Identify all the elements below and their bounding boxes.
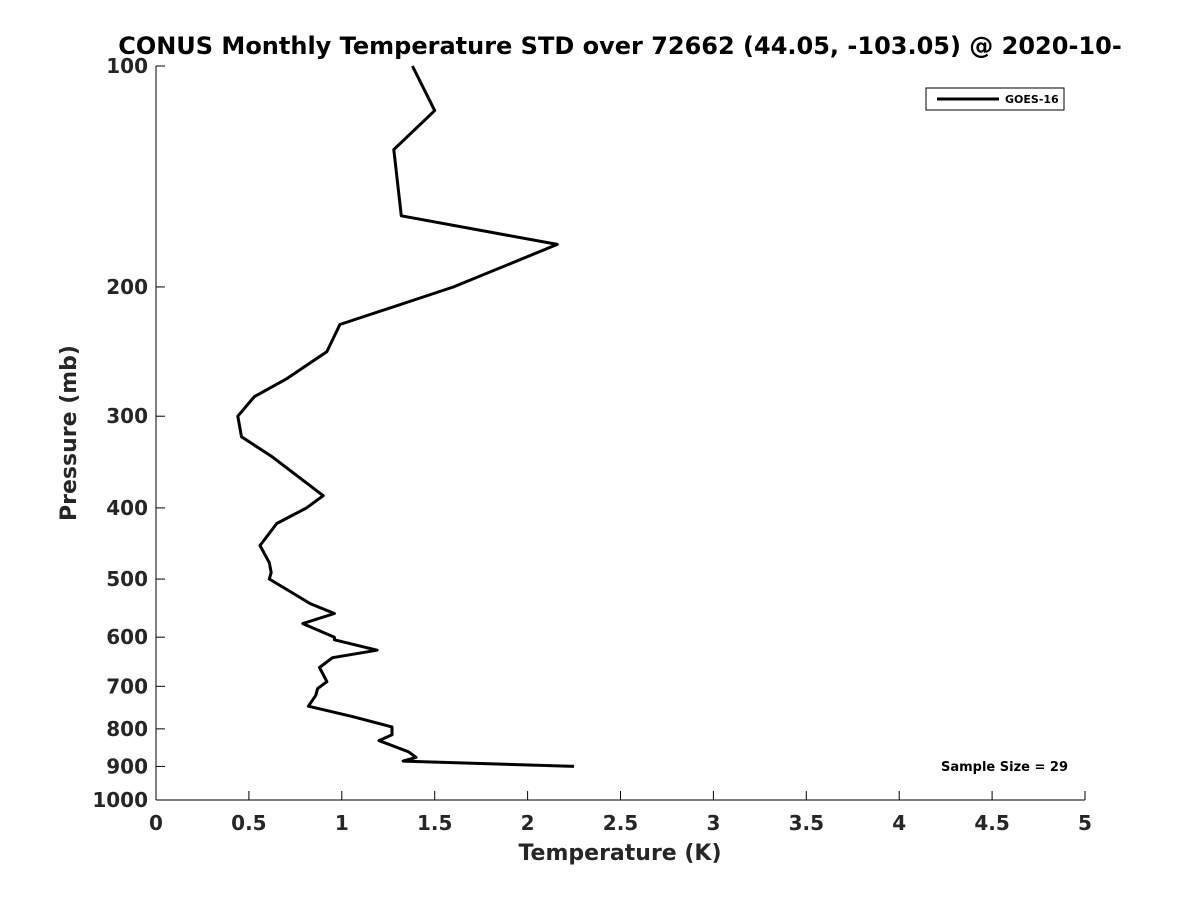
x-tick-label: 2.5 [603, 811, 638, 835]
x-tick-label: 0.5 [231, 811, 266, 835]
y-tick-label: 100 [106, 54, 148, 78]
y-tick-label: 200 [106, 275, 148, 299]
chart-title: CONUS Monthly Temperature STD over 72662… [118, 32, 1122, 60]
x-tick-label: 3.5 [789, 811, 824, 835]
x-tick-label: 5 [1078, 811, 1092, 835]
x-tick-label: 3 [706, 811, 720, 835]
legend: GOES-16 [925, 87, 1065, 111]
y-tick-label: 800 [106, 717, 148, 741]
x-axis-label: Temperature (K) [518, 841, 721, 866]
legend-label-goes-16: GOES-16 [1005, 93, 1059, 106]
x-tick-label: 4 [892, 811, 906, 835]
y-tick-label: 400 [106, 496, 148, 520]
y-tick-label: 500 [106, 567, 148, 591]
y-tick-label: 600 [106, 625, 148, 649]
x-tick-label: 1.5 [417, 811, 452, 835]
x-tick-label: 4.5 [974, 811, 1009, 835]
x-tick-label: 0 [149, 811, 163, 835]
x-axis-ticks: 0 0.5 1 1.5 2 2.5 3 3.5 4 4.5 5 [149, 791, 1092, 835]
y-tick-label: 700 [106, 674, 148, 698]
x-tick-label: 1 [335, 811, 349, 835]
y-tick-label: 300 [106, 404, 148, 428]
y-axis-label: Pressure (mb) [57, 345, 82, 521]
y-tick-label: 1000 [92, 788, 148, 812]
y-axis-ticks: 100 200 300 400 500 600 700 800 900 1000 [92, 54, 165, 812]
sample-size-annotation: Sample Size = 29 [941, 760, 1068, 775]
y-tick-label: 900 [106, 754, 148, 778]
plot-axes [155, 66, 1085, 801]
x-tick-label: 2 [521, 811, 535, 835]
series-line-goes-16 [236, 65, 575, 768]
